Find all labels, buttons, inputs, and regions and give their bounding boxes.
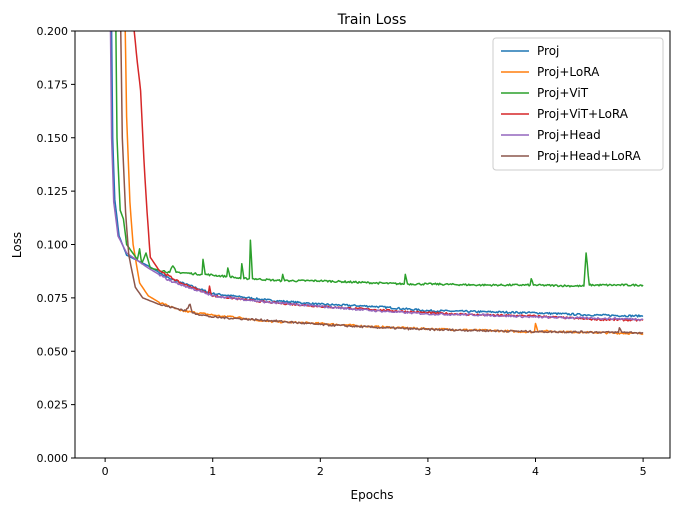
legend-box — [492, 37, 664, 171]
plot-frame — [74, 30, 671, 459]
legend-entry: Proj+LoRA — [537, 65, 600, 79]
x-tick-label: 3 — [424, 465, 431, 478]
y-tick-label: 0.150 — [37, 132, 69, 145]
y-tick-label: 0.050 — [37, 345, 69, 358]
chart-title: Train Loss — [337, 12, 407, 28]
y-tick-label: 0.175 — [37, 78, 69, 91]
x-tick-label: 1 — [209, 465, 216, 478]
y-tick-label: 0.075 — [37, 292, 69, 305]
series-line-proj-vit — [115, 31, 644, 288]
series-line-proj-head-lora — [119, 31, 644, 335]
y-tick-label: 0.200 — [37, 25, 69, 38]
y-axis-label: Loss — [10, 232, 24, 258]
y-tick-label: 0.125 — [37, 185, 69, 198]
legend-entry: Proj — [537, 44, 559, 58]
legend-entry: Proj+Head — [537, 128, 601, 142]
legend: Proj Proj+LoRA Proj+ViT Proj+ViT+LoRA Proj+H… — [492, 37, 664, 171]
series-group — [109, 31, 644, 336]
series-line-proj-head — [109, 31, 644, 321]
x-axis-label: Epochs — [351, 488, 394, 502]
y-tick-label: 0.025 — [37, 399, 69, 412]
x-tick-label: 0 — [102, 465, 109, 478]
y-tick-label: 0.100 — [37, 239, 69, 252]
x-tick-label: 5 — [640, 465, 647, 478]
y-tick-label: 0.000 — [37, 452, 69, 465]
legend-entry: Proj+Head+LoRA — [537, 149, 642, 163]
legend-entry: Proj+ViT — [537, 86, 589, 100]
x-tick-label: 4 — [532, 465, 539, 478]
x-tick-label: 2 — [317, 465, 324, 478]
legend-entry: Proj+ViT+LoRA — [537, 107, 629, 121]
axes-group: 0 1 2 3 4 5 0.000 0.025 0.050 0.075 0.100 0.125 0.15… — [37, 25, 647, 478]
